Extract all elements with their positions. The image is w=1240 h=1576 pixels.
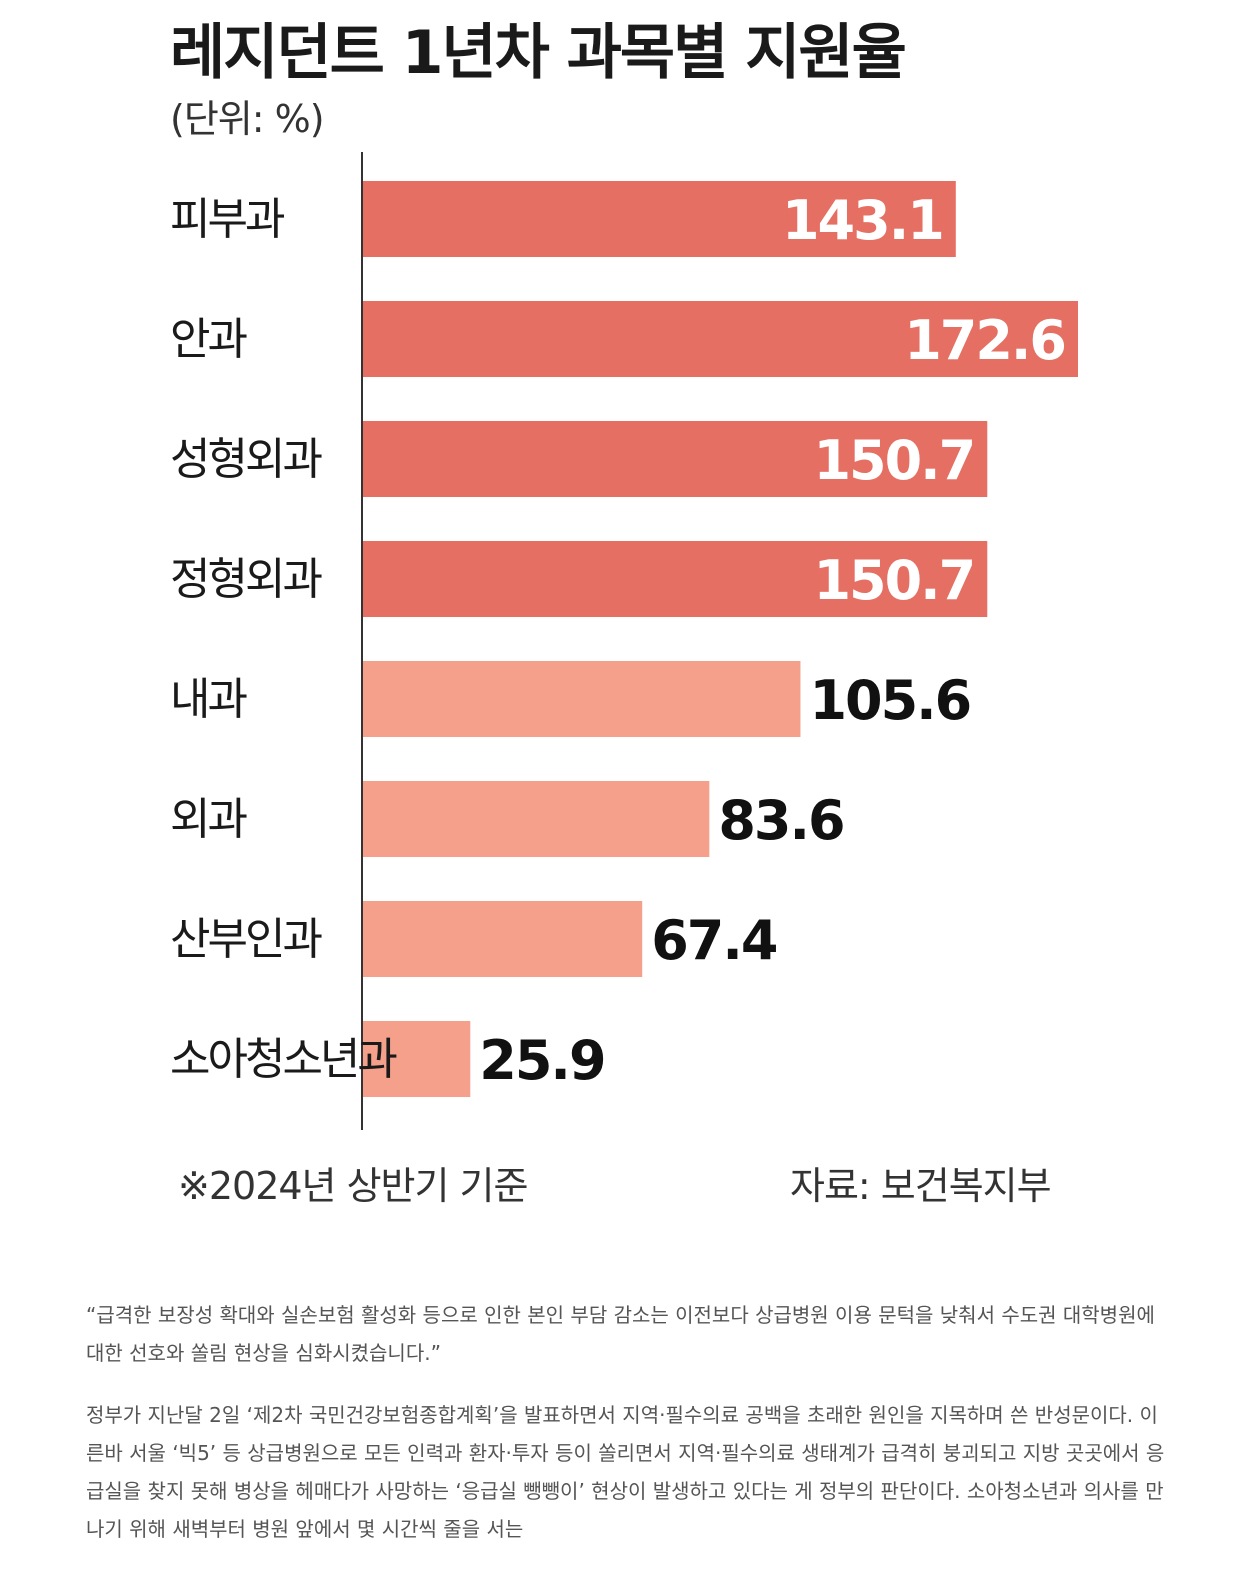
value-label: 67.4 (651, 909, 777, 972)
bar (363, 301, 1078, 377)
value-label: 172.6 (904, 309, 1065, 372)
value-label: 150.7 (813, 549, 974, 612)
source-label: 자료: 보건복지부 (790, 1164, 1052, 1208)
category-label: 외과 (170, 794, 247, 845)
bar (363, 181, 956, 257)
category-label: 정형외과 (170, 554, 322, 605)
bar (363, 901, 643, 977)
category-label: 안과 (170, 314, 247, 365)
value-label: 105.6 (809, 669, 970, 732)
category-label: 피부과 (170, 194, 285, 245)
value-label: 150.7 (813, 429, 974, 492)
bar (363, 1021, 471, 1097)
category-label: 내과 (170, 674, 247, 725)
category-label: 성형외과 (170, 434, 322, 485)
bar (363, 421, 988, 497)
bar-chart: 피부과 143.1 안과 172.6 성형외과 150.7 정형외과 150.7 내과 105.6… (170, 152, 1078, 1130)
category-label: 산부인과 (170, 914, 322, 965)
value-label: 83.6 (718, 789, 843, 852)
unit-label: (단위: %) (170, 97, 325, 141)
footnote: ※2024년 상반기 기준 (178, 1164, 528, 1208)
bar (363, 541, 988, 617)
value-label: 143.1 (782, 189, 943, 252)
article-quote: “급격한 보장성 확대와 실손보험 활성화 등으로 인한 본인 부담 감소는 이… (86, 1303, 1155, 1365)
bar (363, 661, 801, 737)
chart-title: 레지던트 1년차 과목별 지원율 (170, 18, 907, 88)
article-body: “급격한 보장성 확대와 실손보험 활성화 등으로 인한 본인 부담 감소는 이… (86, 1296, 1166, 1572)
article-paragraph: 정부가 지난달 2일 ‘제2차 국민건강보험종합계획’을 발표하면서 지역·필수… (86, 1403, 1165, 1541)
bar (363, 781, 710, 857)
category-label: 소아청소년과 (170, 1034, 397, 1085)
value-label: 25.9 (479, 1029, 604, 1092)
